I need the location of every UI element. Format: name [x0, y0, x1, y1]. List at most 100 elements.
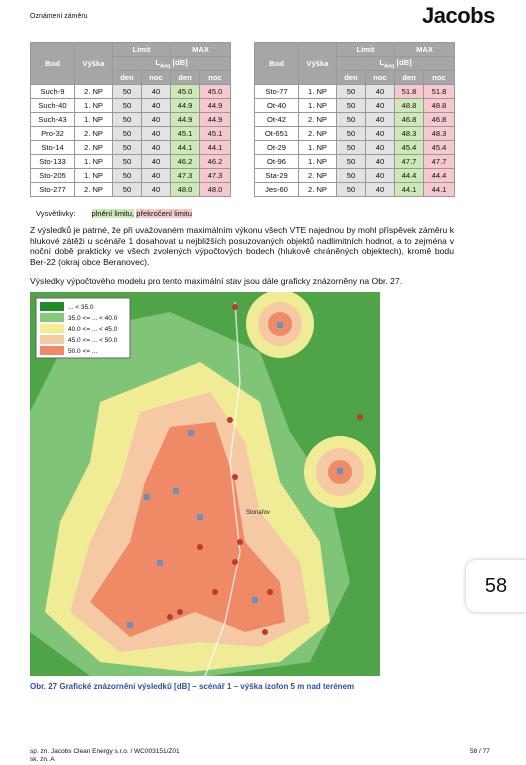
table-cell: 1. NP: [298, 140, 337, 155]
unit-suffix: [dB]: [172, 57, 188, 67]
table-cell: 51.8: [394, 84, 425, 99]
table-cell: Sto-133: [30, 154, 75, 169]
table-cell: 46.2: [199, 154, 232, 169]
header-cell: MAX: [394, 42, 456, 57]
table-cell: 44.1: [199, 140, 232, 155]
table-cell: 50: [112, 182, 142, 197]
header-cell: LAeq [dB]: [335, 56, 456, 71]
table-cell: 48.3: [394, 126, 425, 141]
table-cell: 50: [112, 154, 142, 169]
table-cell: 2. NP: [74, 126, 113, 141]
table-cell: 40: [140, 168, 172, 183]
table-cell: 2. NP: [74, 182, 113, 197]
table-cell: 46.8: [423, 112, 456, 127]
table-cell: 40: [140, 98, 172, 113]
table-cell: 51.8: [423, 84, 456, 99]
table-cell: 2. NP: [74, 84, 113, 99]
table-cell: 44.4: [423, 168, 456, 183]
table-cell: 50: [336, 84, 366, 99]
table-cell: 44.1: [423, 182, 456, 197]
paragraph: Z výsledků je patrné, že při uvažovaném …: [30, 225, 454, 267]
table-cell: 2. NP: [74, 140, 113, 155]
table-cell: Such-9: [30, 84, 75, 99]
data-row: Sto-14 2. NP 50 40 44.1 44.1: [30, 140, 232, 155]
table-cell: 45.1: [170, 126, 201, 141]
legend-swatch: [40, 302, 64, 311]
table-cell: 50: [112, 84, 142, 99]
unit-symbol: L: [155, 57, 160, 67]
table-cell: Ot-40: [254, 98, 299, 113]
table-cell: 50: [112, 140, 142, 155]
data-row: Ot-651 2. NP 50 40 48.3 48.3: [254, 126, 456, 141]
page-badge: 58: [466, 560, 526, 612]
table-cell: Ot-42: [254, 112, 299, 127]
header-cell: Bod: [30, 42, 75, 85]
table-cell: 50: [336, 140, 366, 155]
table-cell: 50: [336, 168, 366, 183]
table-cell: 47.3: [199, 168, 232, 183]
table-cell: Pro-32: [30, 126, 75, 141]
table-cell: 40: [140, 112, 172, 127]
header-title: Oznámení záměru: [30, 13, 88, 20]
map-zone: [90, 422, 285, 637]
paragraph: Výsledky výpočtového modelu pro tento ma…: [30, 276, 403, 286]
table-cell: Such-40: [30, 98, 75, 113]
legend-label: 40.0 <= ... < 45.0: [68, 326, 118, 333]
header-cell: den: [170, 70, 201, 85]
legend-label: 35.0 <= ... < 40.0: [68, 315, 118, 322]
table-cell: Jes-60: [254, 182, 299, 197]
data-row: Pro-32 2. NP 50 40 45.1 45.1: [30, 126, 232, 141]
caption: Obr. 27 Grafické znázornění výsledků [dB…: [30, 682, 355, 691]
table-cell: 45.0: [199, 84, 232, 99]
table-cell: 1. NP: [74, 168, 113, 183]
unit-symbol: L: [379, 57, 384, 67]
table-cell: 2. NP: [298, 126, 337, 141]
data-row: Sto-77 1. NP 50 40 51.8 51.8: [254, 84, 456, 99]
table-cell: 44.9: [170, 112, 201, 127]
header-cell: Výška: [298, 42, 337, 85]
header-cell: Limit: [335, 42, 396, 57]
table-cell: 40: [364, 140, 396, 155]
legend-swatch: [40, 313, 64, 322]
table-cell: Sto-277: [30, 182, 75, 197]
header-row: den noc den noc: [255, 70, 456, 85]
data-row: Ot-40 1. NP 50 40 48.8 48.8: [254, 98, 456, 113]
table-cell: 48.3: [423, 126, 456, 141]
table-cell: 40: [364, 98, 396, 113]
table-cell: 50: [336, 98, 366, 113]
table-cell: 40: [364, 112, 396, 127]
explanation-label: Vysvětlivky:: [36, 209, 76, 218]
header-cell: noc: [140, 70, 172, 85]
map-legend: ... < 35.0 35.0 <= ... < 40.0 40.0 <= ... …: [40, 302, 118, 355]
table-cell: 1. NP: [74, 154, 113, 169]
table-cell: 40: [140, 126, 172, 141]
header-cell: noc: [364, 70, 396, 85]
table-cell: Such-43: [30, 112, 75, 127]
data-row: Ot-42 2. NP 50 40 46.8 46.8: [254, 112, 456, 127]
table-cell: 2. NP: [298, 182, 337, 197]
data-row: Sto-277 2. NP 50 40 48.0 48.0: [30, 182, 232, 197]
table-cell: 48.0: [199, 182, 232, 197]
table-cell: 50: [112, 98, 142, 113]
table-cell: 40: [364, 182, 396, 197]
legend-swatch: [40, 324, 64, 333]
header-row: den noc den noc: [31, 70, 232, 85]
data-table: Bod Výška Limit MAX LAeq [dB] den noc den noc Sto…: [254, 42, 456, 197]
header-row: Bod Výška Limit MAX: [254, 42, 456, 85]
table-cell: 50: [112, 126, 142, 141]
header-cell: Bod: [254, 42, 299, 85]
table-cell: 40: [140, 182, 172, 197]
explanation-over: překročení limitu: [136, 209, 192, 218]
data-row: Ot-29 1. NP 50 40 45.4 45.4: [254, 140, 456, 155]
data-row: Such-40 1. NP 50 40 44.9 44.9: [30, 98, 232, 113]
data-row: Sto-133 1. NP 50 40 46.2 46.2: [30, 154, 232, 169]
header-row: Bod Výška Limit MAX: [30, 42, 232, 85]
table-cell: 45.1: [199, 126, 232, 141]
table-cell: 44.9: [170, 98, 201, 113]
table-cell: Sto-77: [254, 84, 299, 99]
table-cell: 45.4: [423, 140, 456, 155]
legend-label: 50.0 <= ...: [68, 348, 97, 355]
header-cell: den: [112, 70, 142, 85]
legend-label: ... < 35.0: [68, 304, 94, 311]
data-table: Bod Výška Limit MAX LAeq [dB] den noc den noc Suc…: [30, 42, 232, 197]
